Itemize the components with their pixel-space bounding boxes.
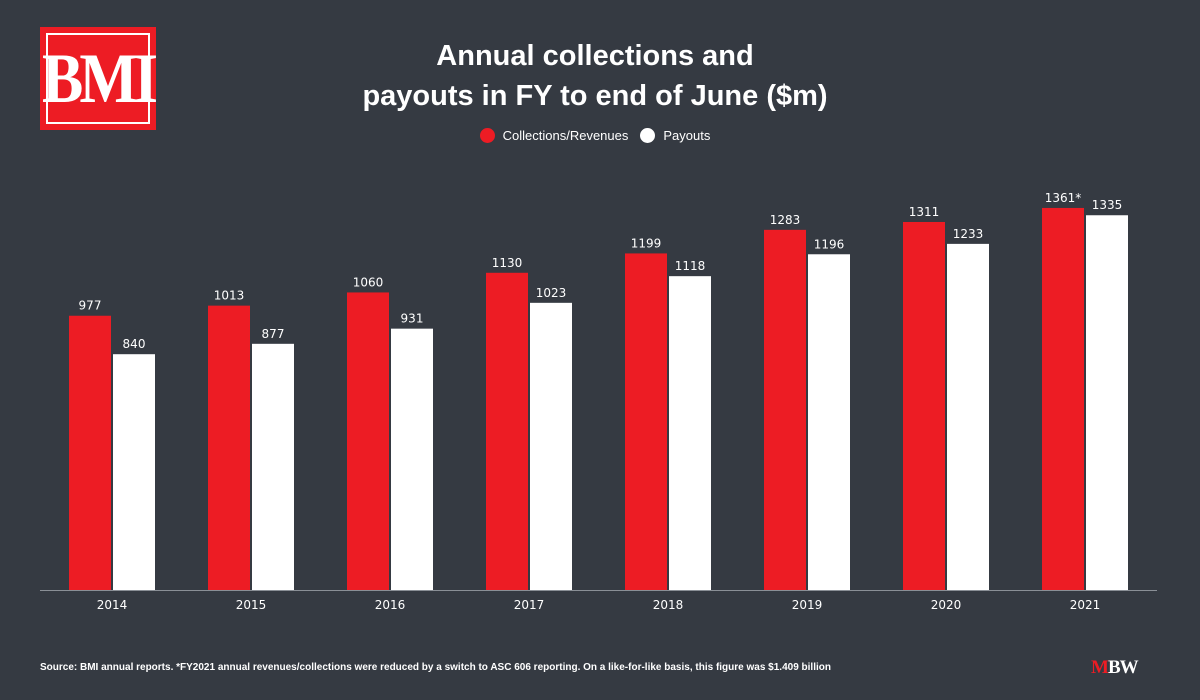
legend-item-payouts: Payouts: [640, 128, 710, 143]
bmi-logo-frame: BMI: [42, 33, 158, 124]
data-label-collections-2015: 1013: [214, 289, 245, 303]
bar-collections-2018: [625, 253, 667, 590]
chart-legend: Collections/Revenues Payouts: [0, 128, 1190, 143]
bar-payouts-2015: [252, 343, 294, 590]
source-note: Source: BMI annual reports. *FY2021 annu…: [40, 662, 831, 673]
bar-payouts-2019: [808, 254, 850, 590]
legend-swatch-payouts: [640, 128, 656, 143]
data-label-payouts-2019: 1196: [814, 237, 845, 251]
data-label-payouts-2018: 1118: [675, 259, 706, 273]
bar-collections-2017: [486, 272, 528, 590]
data-label-payouts-2016: 931: [401, 312, 424, 326]
data-label-collections-2019: 1283: [770, 213, 801, 227]
legend-item-collections: Collections/Revenues: [479, 128, 629, 143]
bmi-logo-text: BMI: [42, 39, 158, 118]
x-tick-label-2016: 2016: [375, 598, 406, 612]
data-label-collections-2018: 1199: [631, 236, 662, 250]
mbw-logo-bw: BW: [1107, 657, 1139, 678]
bar-collections-2020: [903, 221, 945, 590]
data-label-payouts-2017: 1023: [536, 286, 567, 300]
bar-payouts-2017: [530, 302, 572, 590]
data-label-collections-2021: 1361*: [1045, 191, 1082, 205]
x-tick-label-2018: 2018: [653, 598, 684, 612]
legend-swatch-collections: [479, 128, 495, 143]
x-tick-label-2021: 2021: [1070, 598, 1101, 612]
data-label-collections-2016: 1060: [353, 275, 384, 289]
bar-collections-2019: [764, 229, 806, 590]
x-tick-label-2019: 2019: [792, 598, 823, 612]
mbw-logo-m: M: [1091, 657, 1109, 678]
bar-payouts-2014: [113, 354, 155, 590]
bar-payouts-2016: [391, 328, 433, 590]
legend-label-collections: Collections/Revenues: [502, 128, 629, 143]
chart-title-line-1: Annual collections and: [436, 40, 754, 72]
bar-payouts-2021: [1086, 215, 1128, 590]
x-tick-label-2015: 2015: [236, 598, 267, 612]
x-tick-label-2014: 2014: [97, 598, 128, 612]
bar-collections-2015: [208, 305, 250, 590]
bar-collections-2014: [69, 315, 111, 590]
chart-title-line-2: payouts in FY to end of June ($m): [362, 80, 828, 112]
bar-payouts-2018: [669, 276, 711, 590]
data-label-collections-2017: 1130: [492, 256, 523, 270]
x-tick-label-2020: 2020: [931, 598, 962, 612]
chart-title: Annual collections and payouts in FY to …: [0, 36, 1190, 116]
bar-payouts-2020: [947, 243, 989, 591]
data-label-payouts-2015: 877: [262, 327, 285, 341]
bar-collections-2016: [347, 292, 389, 590]
data-label-collections-2020: 1311: [909, 205, 940, 219]
mbw-logo: MBW: [1091, 657, 1139, 678]
bmi-logo: BMI: [40, 27, 158, 130]
data-label-collections-2014: 977: [79, 299, 102, 313]
data-label-payouts-2020: 1233: [953, 227, 984, 241]
x-tick-label-2017: 2017: [514, 598, 545, 612]
data-label-payouts-2021: 1335: [1092, 198, 1123, 212]
bar-collections-2021: [1042, 207, 1084, 590]
data-label-payouts-2014: 840: [123, 337, 146, 351]
legend-label-payouts: Payouts: [663, 128, 711, 143]
